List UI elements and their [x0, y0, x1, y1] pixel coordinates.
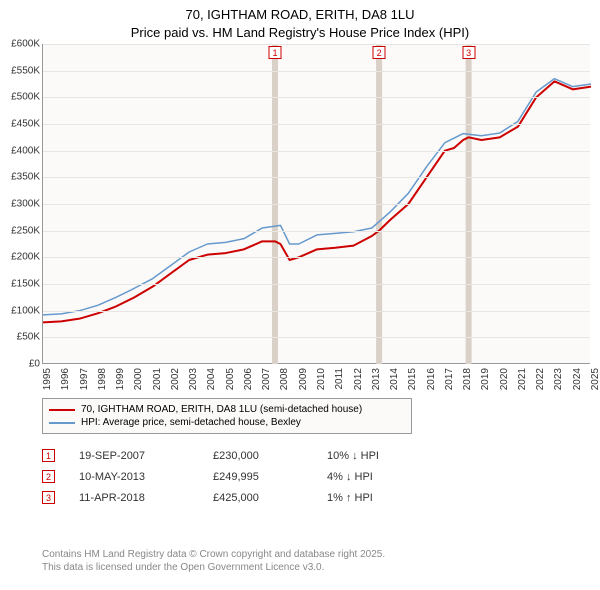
- x-axis-label: 2017: [444, 368, 455, 390]
- x-axis-label: 1998: [97, 368, 108, 390]
- x-axis-label: 2001: [152, 368, 163, 390]
- x-axis-label: 2013: [371, 368, 382, 390]
- y-gridline: [43, 204, 590, 205]
- transaction-date: 19-SEP-2007: [79, 450, 189, 462]
- x-axis-label: 2011: [334, 368, 345, 390]
- chart-marker-3: 3: [462, 46, 475, 59]
- x-axis-label: 2008: [279, 368, 290, 390]
- title-sub: Price paid vs. HM Land Registry's House …: [0, 24, 600, 42]
- y-axis-label: £350K: [0, 172, 40, 183]
- series-property: [43, 81, 591, 322]
- transactions-table: 1 19-SEP-2007 £230,000 10% ↓ HPI 2 10-MAY-201…: [42, 445, 582, 508]
- transaction-row: 3 11-APR-2018 £425,000 1% ↑ HPI: [42, 487, 582, 508]
- y-gridline: [43, 284, 590, 285]
- x-axis-label: 2023: [553, 368, 564, 390]
- x-axis-label: 2016: [426, 368, 437, 390]
- y-gridline: [43, 311, 590, 312]
- transaction-marker: 3: [42, 491, 55, 504]
- transaction-date: 11-APR-2018: [79, 492, 189, 504]
- transaction-date: 10-MAY-2013: [79, 471, 189, 483]
- x-axis-label: 2005: [225, 368, 236, 390]
- chart-plot-area: 1 2 3: [42, 44, 590, 364]
- transaction-diff: 10% ↓ HPI: [327, 450, 379, 462]
- x-axis-label: 1997: [79, 368, 90, 390]
- y-axis-label: £100K: [0, 305, 40, 316]
- y-gridline: [43, 337, 590, 338]
- transaction-price: £425,000: [213, 492, 303, 504]
- x-axis-label: 2024: [572, 368, 583, 390]
- transaction-diff: 4% ↓ HPI: [327, 471, 373, 483]
- x-axis-label: 2021: [517, 368, 528, 390]
- y-gridline: [43, 231, 590, 232]
- series-hpi: [43, 79, 591, 315]
- legend: 70, IGHTHAM ROAD, ERITH, DA8 1LU (semi-d…: [42, 398, 412, 434]
- y-gridline: [43, 124, 590, 125]
- y-axis-label: £450K: [0, 119, 40, 130]
- y-axis-label: £500K: [0, 92, 40, 103]
- transaction-row: 2 10-MAY-2013 £249,995 4% ↓ HPI: [42, 466, 582, 487]
- footer-line-2: This data is licensed under the Open Gov…: [42, 561, 385, 574]
- x-axis-label: 2018: [462, 368, 473, 390]
- x-axis-label: 2020: [499, 368, 510, 390]
- x-axis-label: 1996: [60, 368, 71, 390]
- x-axis-label: 2019: [480, 368, 491, 390]
- x-axis-label: 2002: [170, 368, 181, 390]
- x-axis-label: 2010: [316, 368, 327, 390]
- y-axis-label: £250K: [0, 225, 40, 236]
- legend-item: HPI: Average price, semi-detached house,…: [49, 416, 405, 429]
- title-main: 70, IGHTHAM ROAD, ERITH, DA8 1LU: [0, 6, 600, 24]
- footer: Contains HM Land Registry data © Crown c…: [42, 548, 385, 574]
- y-axis-label: £0: [0, 359, 40, 370]
- y-gridline: [43, 151, 590, 152]
- legend-swatch: [49, 409, 75, 411]
- x-axis-label: 2015: [407, 368, 418, 390]
- y-axis-label: £300K: [0, 199, 40, 210]
- legend-item: 70, IGHTHAM ROAD, ERITH, DA8 1LU (semi-d…: [49, 403, 405, 416]
- y-axis-label: £50K: [0, 332, 40, 343]
- chart-marker-1: 1: [268, 46, 281, 59]
- title-block: 70, IGHTHAM ROAD, ERITH, DA8 1LU Price p…: [0, 0, 600, 41]
- x-axis-label: 2012: [353, 368, 364, 390]
- y-axis-label: £550K: [0, 65, 40, 76]
- y-axis-label: £600K: [0, 39, 40, 50]
- y-axis-label: £200K: [0, 252, 40, 263]
- transaction-marker: 1: [42, 449, 55, 462]
- y-gridline: [43, 71, 590, 72]
- y-gridline: [43, 44, 590, 45]
- legend-label: 70, IGHTHAM ROAD, ERITH, DA8 1LU (semi-d…: [81, 404, 362, 415]
- transaction-price: £249,995: [213, 471, 303, 483]
- x-axis-label: 2025: [590, 368, 600, 390]
- x-axis-label: 2003: [188, 368, 199, 390]
- x-axis-label: 2009: [298, 368, 309, 390]
- x-axis-label: 1999: [115, 368, 126, 390]
- x-axis-label: 2014: [389, 368, 400, 390]
- legend-label: HPI: Average price, semi-detached house,…: [81, 417, 301, 428]
- y-gridline: [43, 97, 590, 98]
- y-axis-label: £400K: [0, 145, 40, 156]
- legend-swatch: [49, 422, 75, 424]
- chart-marker-2: 2: [373, 46, 386, 59]
- transaction-diff: 1% ↑ HPI: [327, 492, 373, 504]
- x-axis-label: 2022: [535, 368, 546, 390]
- y-gridline: [43, 177, 590, 178]
- chart-container: 70, IGHTHAM ROAD, ERITH, DA8 1LU Price p…: [0, 0, 600, 590]
- transaction-row: 1 19-SEP-2007 £230,000 10% ↓ HPI: [42, 445, 582, 466]
- x-axis-label: 2007: [261, 368, 272, 390]
- x-axis-label: 1995: [42, 368, 53, 390]
- x-axis-label: 2004: [206, 368, 217, 390]
- x-axis-label: 2000: [133, 368, 144, 390]
- footer-line-1: Contains HM Land Registry data © Crown c…: [42, 548, 385, 561]
- transaction-price: £230,000: [213, 450, 303, 462]
- y-gridline: [43, 257, 590, 258]
- x-axis-label: 2006: [243, 368, 254, 390]
- transaction-marker: 2: [42, 470, 55, 483]
- y-axis-label: £150K: [0, 279, 40, 290]
